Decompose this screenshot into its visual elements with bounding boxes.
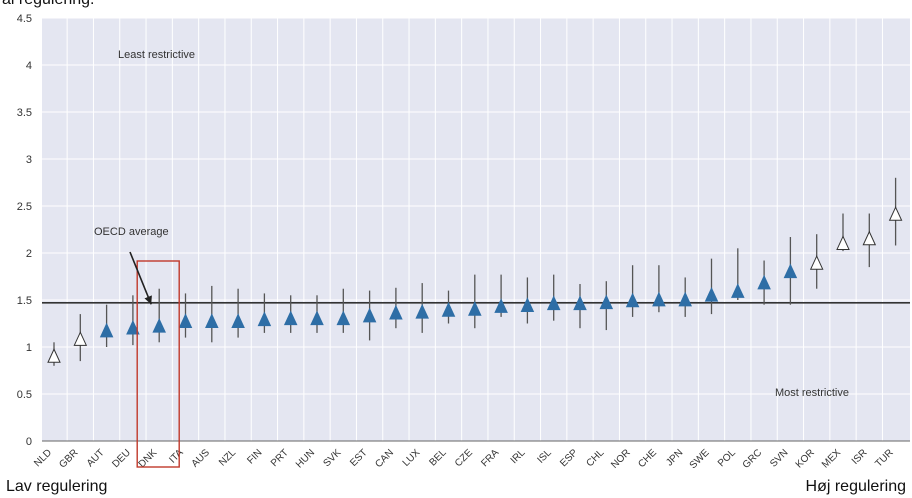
y-tick-label: 4.5 <box>17 13 32 25</box>
filled-triangle-marker <box>494 298 508 313</box>
x-tick-label: GRC <box>741 447 765 471</box>
hollow-triangle-marker <box>862 230 877 246</box>
low-regulation-caption: Lav regulering <box>6 478 108 495</box>
filled-triangle-marker <box>757 274 771 290</box>
filled-triangle-marker <box>415 303 429 319</box>
filled-triangle-marker <box>468 301 482 316</box>
filled-triangle-marker <box>573 295 587 311</box>
filled-triangle-marker <box>652 291 666 307</box>
y-tick-label: 1 <box>26 342 32 354</box>
x-tick-label: ISR <box>850 447 870 467</box>
x-tick-label: LUX <box>401 447 423 469</box>
x-tick-label: ISL <box>535 447 554 466</box>
filled-triangle-marker <box>362 307 377 323</box>
filled-triangle-marker <box>625 292 640 308</box>
x-tick-label: BEL <box>427 447 448 468</box>
filled-triangle-marker <box>599 294 614 310</box>
filled-triangle-marker <box>178 313 193 328</box>
x-tick-label: FIN <box>245 447 264 466</box>
x-tick-label: MEX <box>820 447 843 470</box>
hollow-triangle-marker <box>836 235 850 250</box>
x-tick-label: FRA <box>479 447 501 469</box>
y-tick-label: 3.5 <box>17 107 32 119</box>
x-tick-label: CHE <box>636 447 659 470</box>
filled-triangle-marker <box>546 295 561 311</box>
x-tick-label: ITA <box>167 447 185 465</box>
filled-triangle-marker <box>704 286 719 302</box>
filled-triangle-marker <box>389 304 403 320</box>
x-tick-label: PRT <box>269 447 291 469</box>
x-tick-label: GBR <box>57 447 80 470</box>
x-tick-label: ESP <box>558 447 580 469</box>
high-regulation-caption: Høj regulering <box>805 478 906 495</box>
highlight-box <box>136 260 180 468</box>
x-tick-label: AUT <box>85 447 107 469</box>
y-tick-label: 3 <box>26 154 32 166</box>
x-tick-label: SWE <box>688 447 712 471</box>
filled-triangle-marker <box>678 291 692 307</box>
x-tick-label: SVN <box>768 447 790 469</box>
filled-triangle-marker <box>731 283 745 298</box>
filled-triangle-marker <box>441 301 456 317</box>
x-tick-label: CHL <box>584 447 606 469</box>
filled-triangle-marker <box>152 317 166 333</box>
filled-triangle-marker <box>231 313 245 328</box>
y-tick-label: 0.5 <box>17 389 32 401</box>
hollow-triangle-marker <box>809 254 824 270</box>
hollow-triangle-marker <box>47 348 61 363</box>
hollow-triangle-marker <box>888 206 903 221</box>
annotation-arrow-shaft <box>129 251 152 305</box>
x-tick-label: NOR <box>609 447 633 471</box>
x-tick-label: EST <box>348 447 370 469</box>
filled-triangle-marker <box>283 310 298 326</box>
x-tick-label: NZL <box>217 447 238 468</box>
x-tick-label: JPN <box>664 447 685 468</box>
x-tick-label: SVK <box>321 447 343 469</box>
x-tick-label: IRL <box>509 447 528 466</box>
filled-triangle-marker <box>336 310 351 326</box>
least-restrictive-annotation: Least restrictive <box>118 49 195 61</box>
most-restrictive-annotation: Most restrictive <box>775 387 849 399</box>
x-tick-label: POL <box>716 447 738 469</box>
x-tick-label: NLD <box>32 447 54 469</box>
cut-off-heading: al regulering. <box>2 0 95 9</box>
filled-triangle-marker <box>310 310 324 326</box>
x-tick-label: HUN <box>294 447 317 470</box>
x-tick-label: KOR <box>794 447 817 470</box>
filled-triangle-marker <box>783 263 798 279</box>
y-tick-label: 2.5 <box>17 201 32 213</box>
annotation-arrow-head <box>144 295 152 305</box>
filled-triangle-marker <box>99 322 114 338</box>
filled-triangle-marker <box>126 319 140 335</box>
y-tick-label: 0 <box>26 436 32 448</box>
hollow-triangle-marker <box>73 331 88 346</box>
y-tick-label: 4 <box>26 60 32 72</box>
x-tick-label: CZE <box>453 447 475 469</box>
filled-triangle-marker <box>520 297 535 312</box>
plot-area <box>42 18 910 441</box>
x-tick-label: AUS <box>190 447 213 470</box>
filled-triangle-marker <box>205 313 219 328</box>
y-tick-label: 1.5 <box>17 295 32 307</box>
x-tick-label: TUR <box>873 447 895 469</box>
oecd-average-annotation: OECD average <box>94 226 169 238</box>
x-tick-label: CAN <box>373 447 396 470</box>
y-tick-label: 2 <box>26 248 32 260</box>
x-tick-label: DEU <box>110 447 133 470</box>
filled-triangle-marker <box>257 311 272 327</box>
